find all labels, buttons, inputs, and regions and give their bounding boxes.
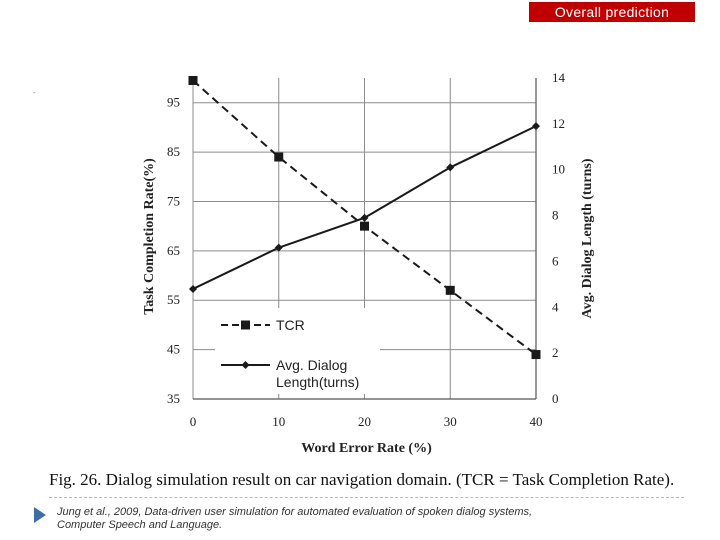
x-tick-label: 30 xyxy=(444,414,457,429)
bullet-arrow-icon xyxy=(34,507,46,523)
legend-label-avg-dialog-length-line-1: Avg. Dialog xyxy=(276,357,347,373)
avg-dialog-length-marker xyxy=(360,213,369,222)
y-right-tick-label: 8 xyxy=(552,208,559,223)
section-badge: Overall prediction xyxy=(529,2,695,22)
avg-dialog-length-marker xyxy=(274,243,283,252)
tcr-marker xyxy=(360,221,369,231)
stray-mark: - xyxy=(33,88,36,97)
tcr-marker xyxy=(188,75,198,85)
y-left-tick-label: 85 xyxy=(167,144,180,159)
x-tick-label: 0 xyxy=(190,414,197,429)
avg-dialog-length-marker xyxy=(446,163,455,172)
avg-dialog-length-marker xyxy=(532,122,540,131)
y-right-tick-label: 4 xyxy=(552,299,559,314)
y-left-tick-label: 75 xyxy=(167,193,180,208)
y-right-tick-label: 2 xyxy=(552,345,559,360)
y-left-tick-label: 45 xyxy=(167,342,180,357)
y-left-tick-label: 65 xyxy=(167,243,180,258)
x-tick-label: 20 xyxy=(358,414,371,429)
legend-marker-tcr xyxy=(241,320,250,330)
y-right-axis-title: Avg. Dialog Length (turns) xyxy=(580,158,595,318)
avg-dialog-length-marker xyxy=(189,284,197,293)
x-tick-label: 10 xyxy=(272,414,285,429)
y-left-tick-label: 95 xyxy=(167,95,180,110)
divider xyxy=(49,497,684,498)
line-chart: 35 45 55 65 75 85 95 0 2 4 6 8 10 12 14 0 10 20 30 40 Word E… xyxy=(142,70,595,456)
x-tick-label: 40 xyxy=(530,414,543,429)
reference-line-1: Jung et al., 2009, Data-driven user simu… xyxy=(57,506,533,518)
y-left-axis-title: Task Completion Rate(%) xyxy=(142,158,157,315)
tcr-marker xyxy=(445,285,455,295)
y-left-tick-label: 35 xyxy=(167,391,180,406)
legend-marker-avg-dialog-length xyxy=(241,361,250,369)
y-right-tick-label: 10 xyxy=(552,162,565,177)
tcr-marker xyxy=(531,350,541,360)
legend-label-tcr: TCR xyxy=(276,317,305,333)
x-axis-title: Word Error Rate (%) xyxy=(301,441,432,456)
y-right-tick-label: 0 xyxy=(552,391,559,406)
legend-label-avg-dialog-length-line-2: Length(turns) xyxy=(276,374,359,390)
y-left-tick-label: 55 xyxy=(167,292,180,307)
reference-text: Jung et al., 2009, Data-driven user simu… xyxy=(57,506,532,532)
reference-line-2: Computer Speech and Language. xyxy=(57,519,223,531)
y-right-tick-label: 12 xyxy=(552,116,565,131)
y-right-tick-label: 6 xyxy=(552,253,559,268)
y-right-tick-label: 14 xyxy=(552,70,566,85)
tcr-marker xyxy=(274,152,284,162)
figure-caption: Fig. 26. Dialog simulation result on car… xyxy=(49,470,675,489)
